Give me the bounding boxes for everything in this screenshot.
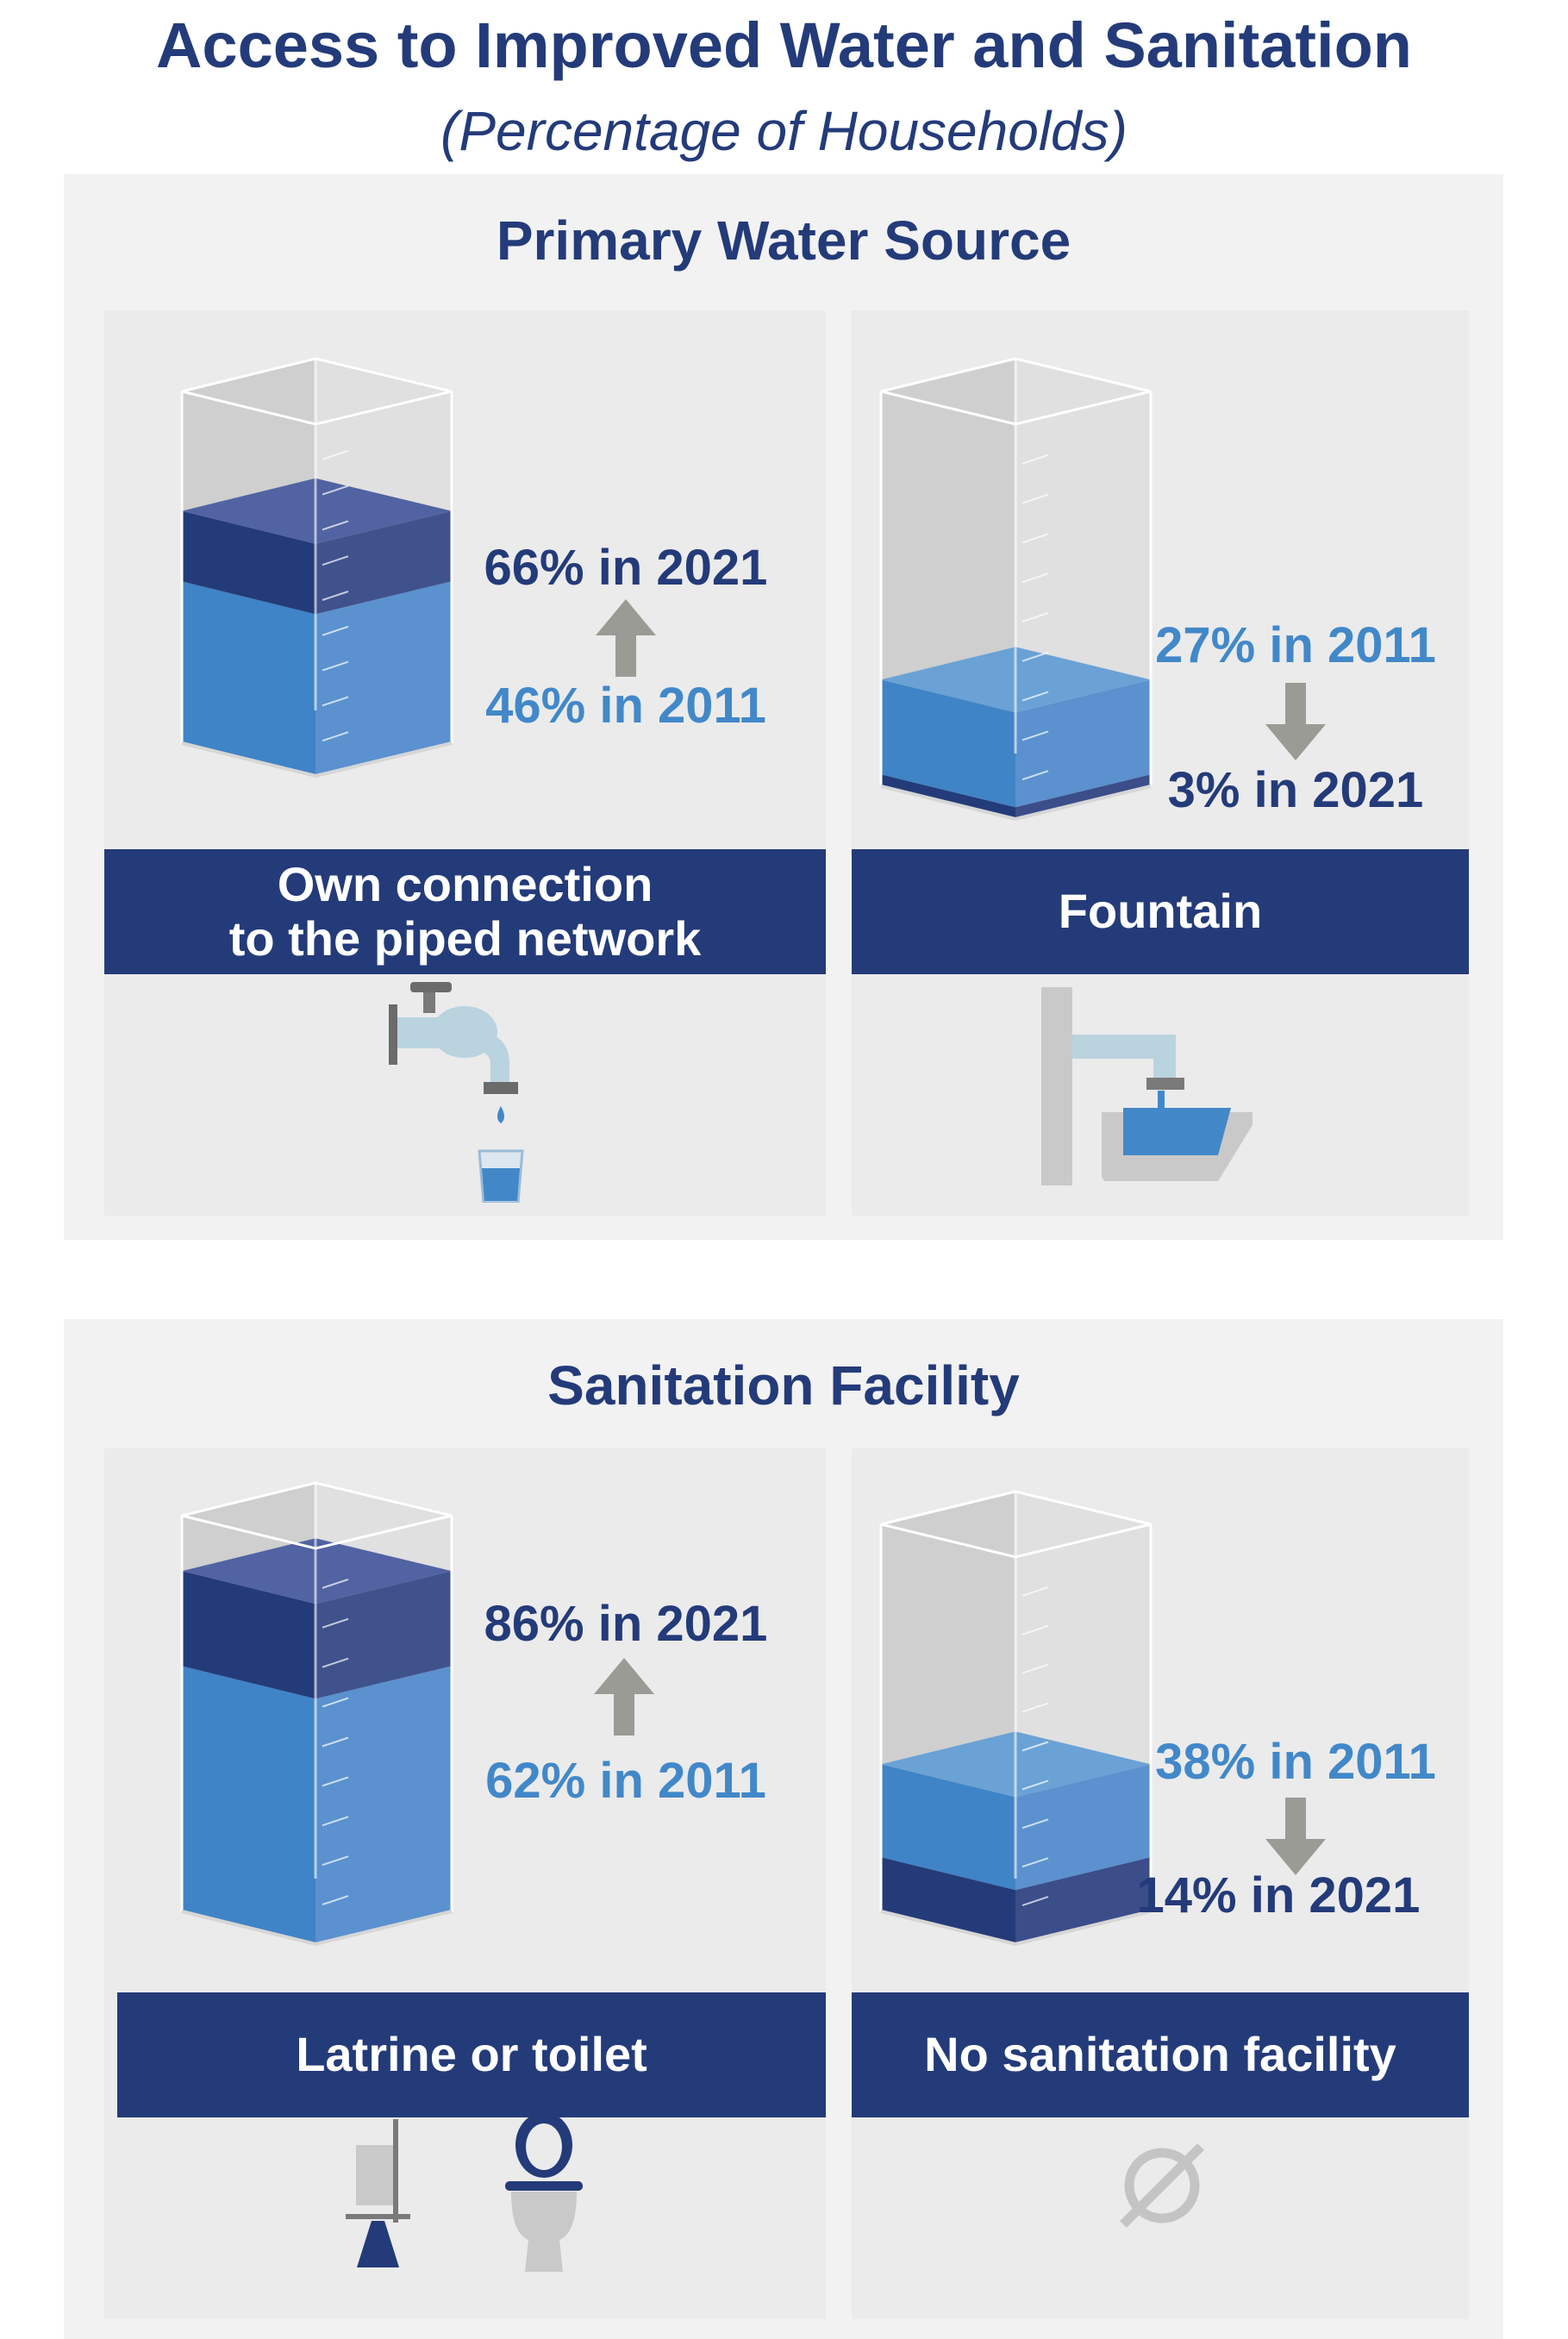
- tick-mark: [1021, 533, 1049, 544]
- bar-2021-right-face: [315, 1571, 452, 1699]
- category-label: Fountain: [1058, 884, 1263, 939]
- bar-2011-left-face: [881, 679, 1015, 808]
- bar-2011-right-face: [315, 1666, 452, 1944]
- bar-2011-right-face: [1015, 679, 1151, 808]
- tick-mark: [322, 731, 349, 742]
- panel-piped-network: 66% in 2021 46% in 2011 Own connection t…: [104, 310, 826, 1216]
- tick-mark: [1021, 1702, 1049, 1713]
- tick-mark: [322, 1895, 349, 1906]
- tick-mark: [322, 696, 349, 707]
- faucet-with-glass-icon: [389, 982, 524, 1203]
- tick-mark: [1021, 1779, 1049, 1791]
- tick-mark: [322, 1657, 349, 1668]
- section-water-source: Primary Water Source 66% in 2021 46% in …: [64, 174, 1503, 1240]
- tick-mark: [1021, 1663, 1049, 1674]
- tick-mark: [1021, 1857, 1049, 1868]
- tick-mark: [1021, 1896, 1049, 1907]
- tick-mark: [322, 1855, 349, 1867]
- toilet-icon: [505, 2112, 583, 2272]
- value-2021: 3% in 2021: [1167, 762, 1424, 818]
- tick-mark: [322, 1697, 349, 1708]
- bar-2011-left-face: [182, 581, 315, 776]
- up-arrow-icon: [594, 1658, 654, 1735]
- category-label-bar: Fountain: [852, 849, 1469, 974]
- empty-set-icon: [1120, 2143, 1204, 2228]
- tick-mark: [1021, 453, 1049, 465]
- cylinder-base: [181, 741, 453, 779]
- value-2021: 86% in 2021: [484, 1596, 768, 1652]
- tick-mark: [322, 1578, 349, 1589]
- panel-no-sanitation-facility: 38% in 2011 14% in 2021 No sanitation fa…: [852, 1448, 1469, 2319]
- value-2021: 66% in 2021: [484, 540, 768, 596]
- water-cylinder: [879, 1490, 1153, 1947]
- category-label: No sanitation facility: [924, 2027, 1396, 2082]
- section-sanitation: Sanitation Facility 86% in 2021 62% in 2…: [64, 1319, 1503, 2339]
- bar-2021-left-face: [881, 1857, 1015, 1944]
- tick-mark: [1021, 691, 1049, 702]
- tick-mark: [322, 1736, 349, 1748]
- value-2011: 38% in 2011: [1155, 1734, 1436, 1790]
- value-2011: 27% in 2011: [1155, 617, 1436, 673]
- bar-2011-right-face: [315, 581, 452, 776]
- tick-mark: [322, 660, 349, 672]
- up-arrow-icon: [596, 599, 656, 677]
- tick-mark: [1021, 612, 1049, 622]
- cylinder-base: [880, 1910, 1152, 1947]
- page-subtitle: (Percentage of Households): [440, 100, 1128, 162]
- tick-mark: [1021, 1818, 1049, 1829]
- value-2011: 62% in 2011: [485, 1753, 766, 1809]
- bar-2021-right-face: [315, 510, 452, 615]
- tick-mark: [1021, 572, 1049, 584]
- bar-2011-left-face: [182, 1666, 315, 1944]
- water-cylinder: [180, 1481, 453, 1947]
- tick-mark: [1021, 730, 1049, 741]
- water-cylinder: [180, 357, 453, 779]
- tick-mark: [322, 1617, 349, 1629]
- tick-mark: [1021, 770, 1049, 781]
- section-title: Primary Water Source: [496, 210, 1071, 272]
- tick-mark: [322, 1816, 349, 1827]
- tick-mark: [322, 485, 349, 496]
- category-label-bar: Own connection to the piped network: [104, 849, 826, 974]
- bar-2021-right-face: [1015, 1857, 1151, 1944]
- water-cylinder: [879, 357, 1153, 822]
- bar-2021-left-face: [182, 510, 315, 615]
- value-2021: 14% in 2021: [1136, 1867, 1421, 1923]
- category-label-bar: No sanitation facility: [852, 1992, 1469, 2117]
- bar-2021-left-face: [881, 774, 1015, 819]
- category-label: Own connection to the piped network: [228, 856, 702, 966]
- page-title: Access to Improved Water and Sanitation: [155, 9, 1413, 81]
- panel-fountain: 27% in 2011 3% in 2021 Fountain: [852, 310, 1469, 1216]
- tick-mark: [1021, 1624, 1049, 1635]
- bar-2011-right-face: [1015, 1764, 1151, 1891]
- tick-mark: [322, 1776, 349, 1787]
- value-2011: 46% in 2011: [485, 678, 766, 734]
- category-label-bar: Latrine or toilet: [117, 1992, 826, 2117]
- tick-mark: [1021, 651, 1049, 662]
- tick-mark: [1021, 1585, 1049, 1597]
- bar-2021-right-face: [1015, 774, 1151, 819]
- cylinder-base: [181, 1910, 453, 1947]
- tick-mark: [1021, 493, 1049, 504]
- section-title: Sanitation Facility: [547, 1354, 1020, 1417]
- public-fountain-icon: [1041, 987, 1253, 1185]
- tick-mark: [322, 591, 349, 601]
- down-arrow-icon: [1265, 1798, 1326, 1875]
- cylinder-base: [880, 785, 1152, 822]
- tick-mark: [322, 555, 349, 566]
- latrine-icon: [346, 2119, 410, 2267]
- bar-2021-left-face: [182, 1571, 315, 1699]
- down-arrow-icon: [1265, 683, 1326, 760]
- tick-mark: [322, 625, 349, 636]
- bar-2011-left-face: [881, 1764, 1015, 1891]
- tick-mark: [1021, 1741, 1049, 1752]
- panel-latrine-or-toilet: 86% in 2021 62% in 2011 Latrine or toile…: [104, 1448, 826, 2319]
- category-label: Latrine or toilet: [296, 2027, 647, 2082]
- tick-mark: [322, 449, 349, 460]
- tick-mark: [322, 520, 349, 531]
